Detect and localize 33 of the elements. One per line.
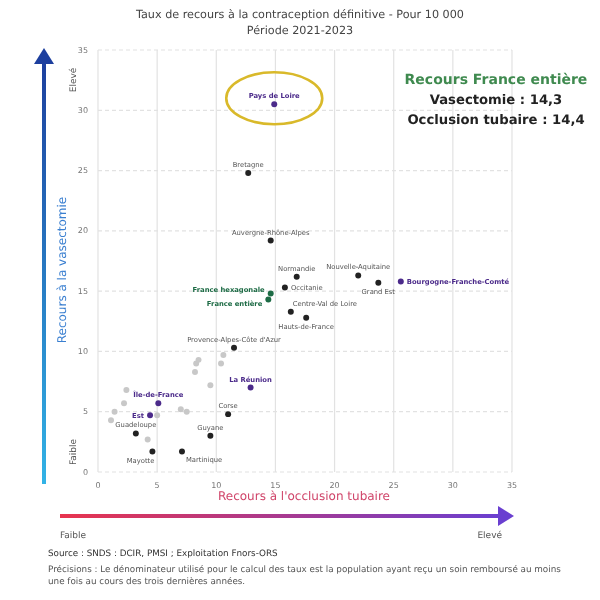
point xyxy=(155,400,162,407)
point xyxy=(154,412,161,419)
point xyxy=(245,170,252,176)
point xyxy=(179,448,185,455)
point xyxy=(220,352,227,359)
point xyxy=(397,278,404,285)
point xyxy=(218,360,224,367)
point xyxy=(111,408,118,415)
point xyxy=(121,400,128,407)
point xyxy=(132,430,139,437)
point xyxy=(147,412,154,419)
point xyxy=(265,296,272,303)
point xyxy=(225,411,232,418)
point xyxy=(144,436,151,443)
point xyxy=(267,290,274,297)
point xyxy=(281,284,288,291)
point xyxy=(149,448,156,455)
point xyxy=(207,432,214,439)
point xyxy=(108,417,114,424)
point xyxy=(375,279,382,286)
point xyxy=(287,308,294,315)
point xyxy=(183,408,190,415)
point xyxy=(271,101,278,108)
point xyxy=(231,344,238,351)
point xyxy=(192,368,198,375)
point xyxy=(123,387,130,393)
point xyxy=(177,406,184,413)
point xyxy=(267,237,274,244)
point xyxy=(303,314,310,321)
point xyxy=(293,273,300,280)
point xyxy=(207,382,214,389)
point xyxy=(247,384,254,391)
point xyxy=(355,272,362,279)
